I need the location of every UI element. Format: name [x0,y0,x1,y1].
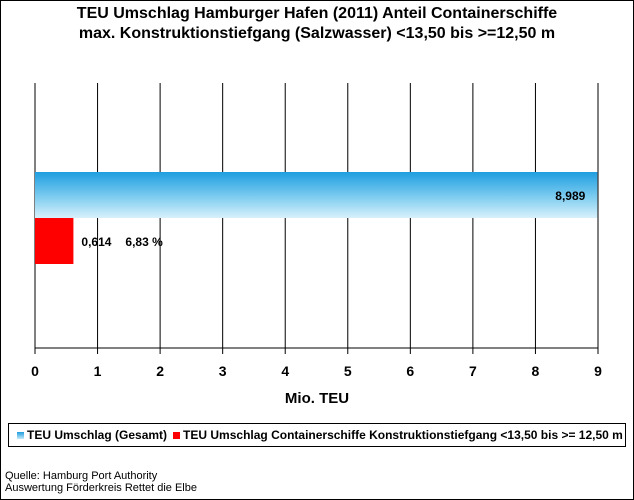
legend-swatch-total [17,431,24,439]
data-label-share-percent: 6,83 % [125,235,163,249]
x-tick-label-9: 9 [594,363,602,379]
bar-share [35,218,74,264]
x-tick-label-1: 1 [94,363,102,379]
x-tick-label-2: 2 [156,363,164,379]
x-tick-label-7: 7 [469,363,477,379]
bar-total [35,172,598,218]
legend-swatch-share [173,431,181,439]
x-tick-label-3: 3 [219,363,227,379]
legend-item-total: TEU Umschlag (Gesamt) [17,428,167,442]
chart-title-line2: max. Konstruktionstiefgang (Salzwasser) … [79,25,555,42]
x-tick-label-5: 5 [344,363,352,379]
legend-label-total: TEU Umschlag (Gesamt) [27,428,168,442]
x-tick-label-6: 6 [406,363,414,379]
x-tick-label-8: 8 [532,363,540,379]
x-axis-title: Mio. TEU [285,390,349,407]
source-note: Quelle: Hamburg Port Authority Auswertun… [5,470,197,494]
x-axis-ticks: 0 1 2 3 4 5 6 7 8 9 [31,363,602,379]
data-label-share: 0,614 [81,235,111,249]
data-label-total: 8,989 [555,189,585,203]
chart-title-line1: TEU Umschlag Hamburger Hafen (2011) Ante… [77,5,558,22]
source-line-1: Quelle: Hamburg Port Authority [5,470,158,482]
x-tick-label-0: 0 [31,363,39,379]
gridlines [34,83,599,354]
legend: TEU Umschlag (Gesamt) TEU Umschlag Conta… [8,423,626,447]
legend-label-share: TEU Umschlag Containerschiffe Konstrukti… [183,428,623,442]
bars: 8,989 0,614 6,83 % [35,172,598,264]
x-tick-label-4: 4 [281,363,289,379]
source-line-2: Auswertung Förderkreis Rettet die Elbe [5,482,197,494]
legend-item-share: TEU Umschlag Containerschiffe Konstrukti… [173,428,623,442]
